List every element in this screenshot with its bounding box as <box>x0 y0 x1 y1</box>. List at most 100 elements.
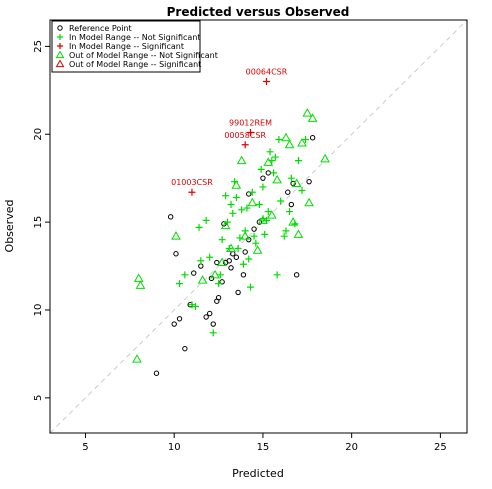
data-point-in-model-range-not-significant <box>302 136 310 144</box>
legend-label: In Model Range -- Not Significant <box>69 33 201 42</box>
x-tick-label: 10 <box>168 442 181 453</box>
data-point-reference-point <box>233 254 240 260</box>
legend-label: In Model Range -- Significant <box>69 42 184 51</box>
x-tick-label: 5 <box>82 442 88 453</box>
data-point-reference-point <box>235 289 241 296</box>
data-point-reference-point <box>221 221 227 227</box>
plot-area: 01003CSR 00058CSR 99012REM 00064CSR <box>50 20 467 433</box>
data-point-out-of-model-range-not-significant <box>226 243 236 252</box>
legend-marker <box>57 43 63 49</box>
data-point-out-of-model-range-not-significant <box>272 174 282 184</box>
data-point-in-model-range-not-significant <box>261 230 269 238</box>
data-point-out-of-model-range-not-significant <box>220 220 231 230</box>
data-point-out-of-model-range-not-significant <box>284 139 295 149</box>
data-point-out-of-model-range-not-significant <box>252 245 263 254</box>
data-point-out-of-model-range-not-significant <box>307 113 318 122</box>
data-point-reference-point <box>203 314 209 320</box>
data-point-in-model-range-not-significant <box>218 236 226 244</box>
data-point-out-of-model-range-not-significant <box>281 132 291 142</box>
data-point-in-model-range-not-significant <box>245 255 253 263</box>
data-point-reference-point <box>173 251 179 257</box>
data-point-in-model-range-not-significant <box>227 201 235 209</box>
data-point-out-of-model-range-not-significant <box>297 138 307 147</box>
data-point-reference-point <box>288 201 295 208</box>
data-point-in-model-range-not-significant <box>255 201 263 209</box>
data-point-in-model-range-not-significant <box>216 271 224 279</box>
data-point-in-model-range-not-significant <box>264 208 272 216</box>
data-point-in-model-range-not-significant <box>229 209 237 217</box>
x-axis-label: Predicted <box>232 467 284 480</box>
data-point-reference-point <box>226 258 232 264</box>
reference-line <box>50 20 467 433</box>
data-point-out-of-model-range-not-significant <box>320 153 330 163</box>
data-point-in-model-range-not-significant <box>247 283 255 291</box>
data-point-out-of-model-range-not-significant <box>263 157 274 166</box>
data-point-reference-point <box>214 259 220 266</box>
data-point-reference-point <box>240 272 247 278</box>
data-point-reference-point <box>309 135 316 141</box>
data-point-reference-point <box>167 214 174 220</box>
legend-label: Reference Point <box>69 24 132 33</box>
data-point-reference-point <box>171 321 177 327</box>
data-point-in-model-range-not-significant <box>257 165 265 173</box>
data-point-in-model-range-not-significant <box>202 216 210 224</box>
data-point-in-model-range-not-significant <box>271 153 279 161</box>
plot-frame <box>49 19 468 434</box>
data-point-reference-point <box>242 249 248 255</box>
data-point-in-model-range-not-significant <box>275 136 283 144</box>
legend-marker <box>55 59 65 68</box>
data-point-in-model-range-significant <box>188 188 196 196</box>
data-point-in-model-range-not-significant <box>222 192 230 200</box>
data-point-out-of-model-range-not-significant <box>266 210 277 219</box>
data-point-in-model-range-significant <box>262 78 270 86</box>
data-point-out-of-model-range-not-significant <box>171 231 181 240</box>
data-point-in-model-range-not-significant <box>294 157 302 165</box>
data-point-reference-point <box>251 226 257 232</box>
data-point-in-model-range-not-significant <box>239 260 247 268</box>
data-point-in-model-range-not-significant <box>277 197 285 205</box>
legend-marker <box>57 34 63 40</box>
point-label: 00058CSR <box>224 131 266 140</box>
data-point-reference-point <box>265 170 271 176</box>
data-point-in-model-range-not-significant <box>241 227 249 235</box>
data-point-reference-point <box>260 175 266 181</box>
data-point-in-model-range-significant <box>247 128 255 136</box>
data-point-out-of-model-range-not-significant <box>197 275 208 284</box>
x-tick-label: 20 <box>345 442 358 453</box>
data-point-out-of-model-range-not-significant <box>258 215 268 224</box>
chart-title: Predicted versus Observed <box>167 5 350 19</box>
data-point-in-model-range-not-significant <box>215 280 223 288</box>
data-point-out-of-model-range-not-significant <box>236 155 247 165</box>
point-label: 99012REM <box>229 118 272 127</box>
data-point-in-model-range-not-significant <box>238 206 246 214</box>
legend-label: Out of Model Range -- Not Significant <box>69 51 218 60</box>
data-point-in-model-range-not-significant <box>259 183 267 191</box>
data-point-reference-point <box>228 265 234 271</box>
y-axis-label: Observed <box>3 200 16 253</box>
data-point-in-model-range-not-significant <box>243 204 251 212</box>
data-point-reference-point <box>176 316 183 322</box>
data-point-in-model-range-not-significant <box>282 227 290 235</box>
data-point-reference-point <box>210 321 216 327</box>
legend-marker <box>57 25 63 31</box>
data-point-in-model-range-not-significant <box>298 186 306 194</box>
data-point-in-model-range-not-significant <box>206 253 214 261</box>
data-point-out-of-model-range-not-significant <box>240 231 251 240</box>
data-point-in-model-range-not-significant <box>234 244 242 252</box>
x-tick-label: 15 <box>257 442 270 453</box>
data-point-reference-point <box>198 263 204 269</box>
data-point-out-of-model-range-not-significant <box>247 197 258 207</box>
data-point-in-model-range-not-significant <box>273 271 281 279</box>
y-tick-label: 25 <box>33 40 44 53</box>
data-point-in-model-range-not-significant <box>248 188 256 196</box>
data-point-in-model-range-not-significant <box>181 271 189 279</box>
data-point-reference-point <box>191 270 197 276</box>
y-tick-label: 10 <box>33 304 44 317</box>
data-point-out-of-model-range-not-significant <box>133 273 144 282</box>
data-point-out-of-model-range-not-significant <box>291 178 302 187</box>
data-point-out-of-model-range-not-significant <box>231 180 242 189</box>
legend-box <box>51 20 201 73</box>
